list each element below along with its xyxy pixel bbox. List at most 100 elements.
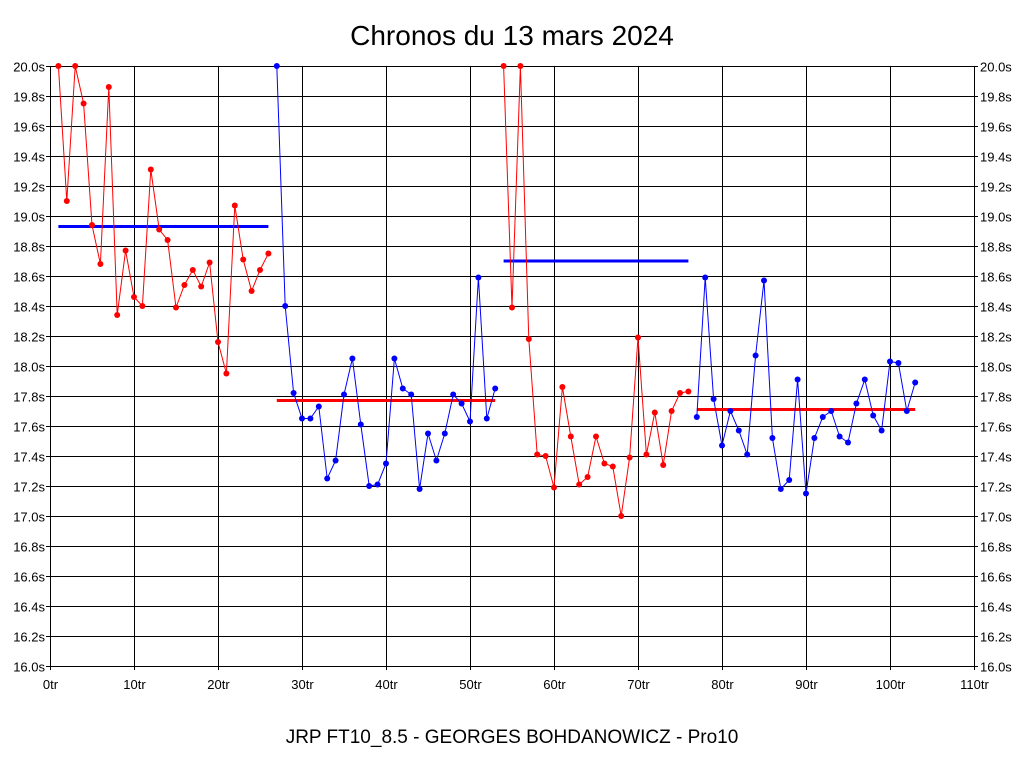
y-tick-label-right: 18.6s bbox=[980, 270, 1012, 285]
y-tick-label-left: 19.2s bbox=[13, 180, 45, 195]
y-tick-label-left: 18.4s bbox=[13, 300, 45, 315]
data-point bbox=[727, 408, 734, 414]
axes: 16.0s 16.0s 16.2s 16.2s 16.4s 16.4s 16.6s 16.6s… bbox=[13, 60, 1012, 693]
y-tick-label-left: 18.6s bbox=[13, 270, 45, 285]
data-point bbox=[55, 63, 62, 69]
y-tick-label-left: 17.8s bbox=[13, 390, 45, 405]
data-point bbox=[660, 462, 667, 468]
data-point bbox=[290, 390, 297, 396]
data-point bbox=[299, 415, 305, 422]
x-tick-label: 0tr bbox=[43, 677, 59, 692]
data-point bbox=[836, 433, 843, 440]
y-tick-label-right: 19.0s bbox=[980, 210, 1012, 225]
data-point bbox=[693, 414, 700, 420]
y-tick-label-right: 19.8s bbox=[980, 90, 1012, 105]
data-point bbox=[122, 247, 129, 254]
data-point bbox=[114, 312, 121, 318]
y-tick-label-right: 17.8s bbox=[980, 390, 1012, 405]
data-point bbox=[609, 463, 616, 470]
data-point bbox=[870, 412, 877, 419]
data-point bbox=[131, 294, 137, 300]
data-point bbox=[559, 384, 566, 390]
y-tick-label-left: 19.0s bbox=[13, 210, 45, 225]
data-point bbox=[63, 198, 70, 204]
data-point bbox=[777, 486, 784, 492]
y-tick-label-left: 16.6s bbox=[13, 570, 45, 585]
data-point bbox=[467, 418, 473, 425]
data-point bbox=[105, 84, 112, 90]
data-point bbox=[567, 433, 574, 440]
data-point bbox=[80, 100, 87, 107]
data-point bbox=[551, 484, 557, 491]
data-point bbox=[819, 414, 826, 420]
data-point bbox=[231, 202, 238, 209]
data-point bbox=[509, 304, 515, 311]
data-point bbox=[223, 370, 230, 377]
y-tick-label-right: 16.4s bbox=[980, 600, 1012, 615]
grid-lines bbox=[50, 66, 975, 667]
y-tick-label-right: 18.0s bbox=[980, 360, 1012, 375]
data-point bbox=[97, 261, 104, 267]
y-tick-label-left: 17.4s bbox=[13, 450, 45, 465]
data-point bbox=[349, 355, 356, 362]
data-point bbox=[441, 430, 448, 437]
y-tick-label-right: 18.4s bbox=[980, 300, 1012, 315]
data-point bbox=[366, 483, 373, 489]
data-point bbox=[89, 222, 95, 228]
x-tick-label: 100tr bbox=[876, 677, 906, 692]
data-point bbox=[744, 451, 751, 458]
data-point bbox=[517, 63, 524, 69]
data-point bbox=[845, 439, 851, 446]
data-point bbox=[458, 400, 465, 407]
data-point bbox=[677, 390, 683, 396]
y-tick-label-right: 17.0s bbox=[980, 510, 1012, 525]
data-point bbox=[391, 355, 398, 362]
y-tick-label-left: 16.4s bbox=[13, 600, 45, 615]
data-point bbox=[475, 274, 482, 281]
y-tick-label-right: 17.6s bbox=[980, 420, 1012, 435]
y-tick-label-left: 17.2s bbox=[13, 480, 45, 495]
data-point bbox=[257, 267, 263, 273]
chart-title: Chronos du 13 mars 2024 bbox=[350, 20, 674, 51]
x-tick-label: 20tr bbox=[207, 677, 230, 692]
data-point bbox=[483, 415, 490, 422]
chart-subtitle: JRP FT10_8.5 - GEORGES BOHDANOWICZ - Pro… bbox=[286, 727, 739, 748]
data-point bbox=[450, 391, 457, 398]
plot-frame bbox=[50, 66, 975, 667]
y-tick-label-left: 19.6s bbox=[13, 120, 45, 135]
x-tick-label: 90tr bbox=[795, 677, 818, 692]
y-tick-label-right: 18.8s bbox=[980, 240, 1012, 255]
x-tick-label: 110tr bbox=[960, 677, 989, 692]
data-point bbox=[601, 460, 608, 467]
series-line bbox=[57, 65, 269, 374]
data-point bbox=[668, 408, 675, 414]
data-point bbox=[643, 451, 650, 458]
y-tick-label-left: 16.8s bbox=[13, 540, 45, 555]
y-tick-label-left: 18.8s bbox=[13, 240, 45, 255]
data-point bbox=[374, 481, 381, 488]
data-point bbox=[887, 358, 893, 365]
data-point bbox=[811, 435, 818, 441]
data-point bbox=[769, 435, 776, 441]
data-point bbox=[164, 237, 171, 243]
x-tick-label: 10tr bbox=[123, 677, 146, 692]
data-point bbox=[719, 442, 725, 449]
y-tick-label-left: 16.0s bbox=[13, 660, 45, 675]
data-point bbox=[181, 282, 188, 288]
data-point bbox=[761, 277, 767, 284]
x-tick-label: 70tr bbox=[627, 677, 650, 692]
data-point bbox=[215, 339, 221, 345]
y-tick-label-right: 16.2s bbox=[980, 630, 1012, 645]
data-point bbox=[433, 457, 440, 464]
data-point bbox=[248, 288, 255, 294]
y-tick-label-right: 19.4s bbox=[980, 150, 1012, 165]
x-tick-label: 30tr bbox=[291, 677, 314, 692]
y-tick-label-left: 19.4s bbox=[13, 150, 45, 165]
data-point bbox=[282, 303, 289, 309]
data-point bbox=[416, 486, 423, 492]
data-point bbox=[324, 475, 331, 482]
y-tick-label-right: 17.2s bbox=[980, 480, 1012, 495]
data-point bbox=[853, 400, 860, 407]
data-point bbox=[500, 63, 507, 69]
